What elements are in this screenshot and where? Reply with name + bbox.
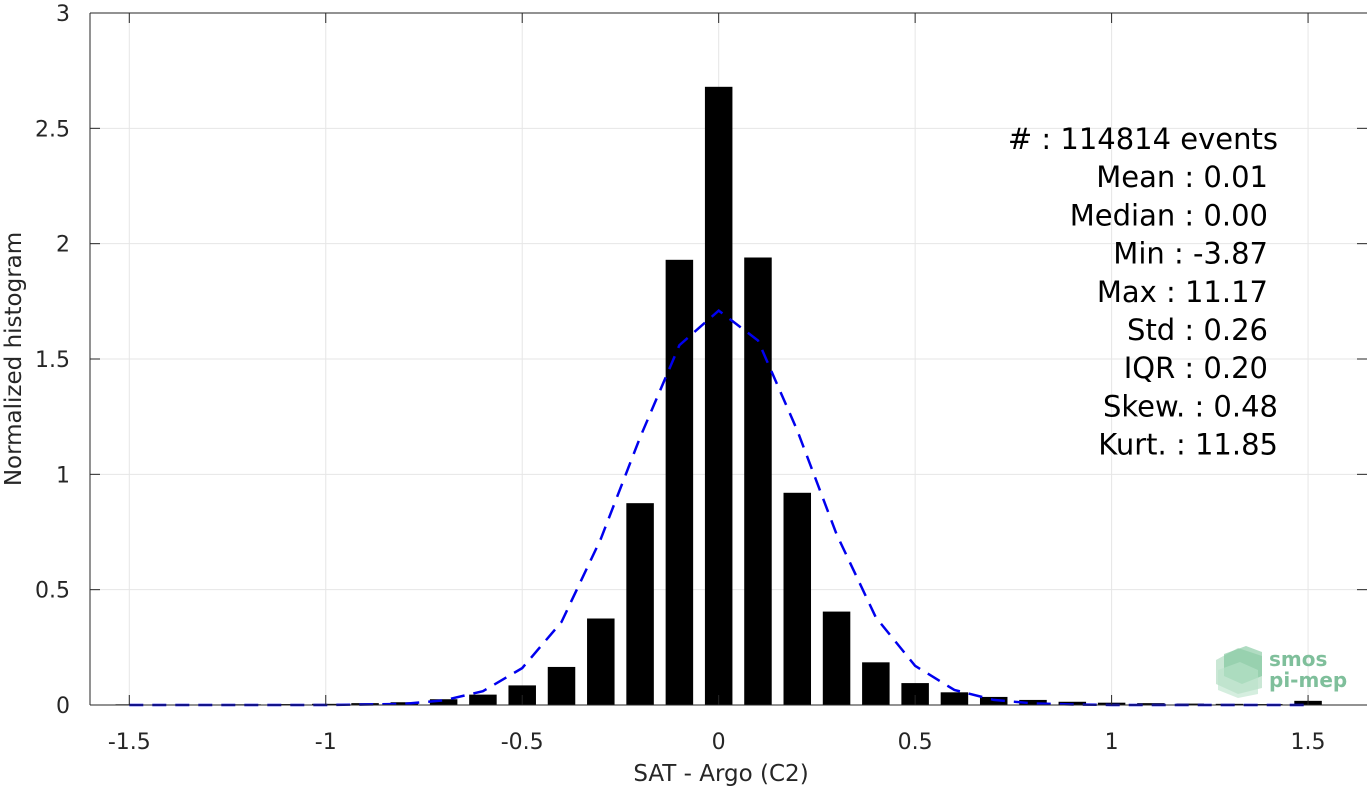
stats-line: Min : -3.87 bbox=[1113, 237, 1268, 271]
histogram-bar bbox=[665, 259, 694, 705]
histogram-bar bbox=[626, 503, 654, 705]
histogram-bar bbox=[822, 611, 851, 705]
histogram-bar bbox=[744, 257, 772, 705]
x-tick-label: 1.5 bbox=[1291, 730, 1326, 755]
statistics-annotation: # : 114814 events Mean : 0.01 Median : 0.0… bbox=[1008, 122, 1278, 462]
histogram-bars bbox=[115, 86, 1322, 706]
y-axis-label: Normalized histogram bbox=[1, 232, 27, 486]
y-tick-label: 0.5 bbox=[35, 579, 70, 604]
y-tick-label: 1 bbox=[56, 463, 70, 488]
tick-labels: -1.5 -1 -0.5 0 0.5 1 1.5 0 0.5 1 1.5 2 2.5 3 bbox=[35, 2, 1326, 755]
logo-text-line2: pi-mep bbox=[1269, 668, 1347, 692]
stats-line: Std : 0.26 bbox=[1127, 313, 1268, 347]
logo-icon bbox=[1216, 646, 1262, 698]
y-tick-label: 2 bbox=[56, 233, 70, 258]
histogram-bar bbox=[547, 666, 576, 705]
axes bbox=[89, 12, 1367, 706]
y-tick-label: 3 bbox=[56, 2, 70, 27]
y-tick-label: 0 bbox=[56, 694, 70, 719]
stats-line: Kurt. : 11.85 bbox=[1098, 428, 1278, 462]
x-tick-label: 0 bbox=[712, 730, 726, 755]
histogram-bar bbox=[390, 702, 419, 705]
logo-text-line1: smos bbox=[1269, 647, 1327, 671]
histogram-bar bbox=[940, 692, 969, 705]
histogram-bar bbox=[587, 618, 615, 705]
x-tick-label: -0.5 bbox=[501, 730, 544, 755]
x-tick-label: -1.5 bbox=[108, 730, 151, 755]
histogram-bar bbox=[429, 699, 458, 705]
x-tick-label: 0.5 bbox=[898, 730, 933, 755]
histogram-bar bbox=[704, 86, 733, 705]
stats-line: Median : 0.00 bbox=[1070, 198, 1268, 232]
stats-line: Max : 11.17 bbox=[1097, 275, 1268, 309]
histogram-bar bbox=[469, 694, 497, 705]
histogram-bar bbox=[862, 662, 890, 705]
smos-pimep-logo: smos pi-mep bbox=[1216, 646, 1347, 698]
y-tick-label: 1.5 bbox=[35, 348, 70, 373]
y-tick-label: 2.5 bbox=[35, 117, 70, 142]
histogram-bar bbox=[901, 683, 929, 705]
stats-line: IQR : 0.20 bbox=[1124, 351, 1268, 385]
x-axis-label: SAT - Argo (C2) bbox=[633, 761, 808, 787]
stats-line: Skew. : 0.48 bbox=[1103, 389, 1278, 423]
x-tick-label: -1 bbox=[315, 730, 337, 755]
stats-line: # : 114814 events bbox=[1008, 122, 1278, 156]
histogram-bar bbox=[1137, 703, 1165, 705]
histogram-bar bbox=[1176, 703, 1204, 705]
histogram-bar bbox=[783, 492, 812, 705]
x-tick-label: 1 bbox=[1105, 730, 1119, 755]
histogram-bar bbox=[1019, 699, 1047, 705]
stats-line: Mean : 0.01 bbox=[1096, 160, 1268, 194]
